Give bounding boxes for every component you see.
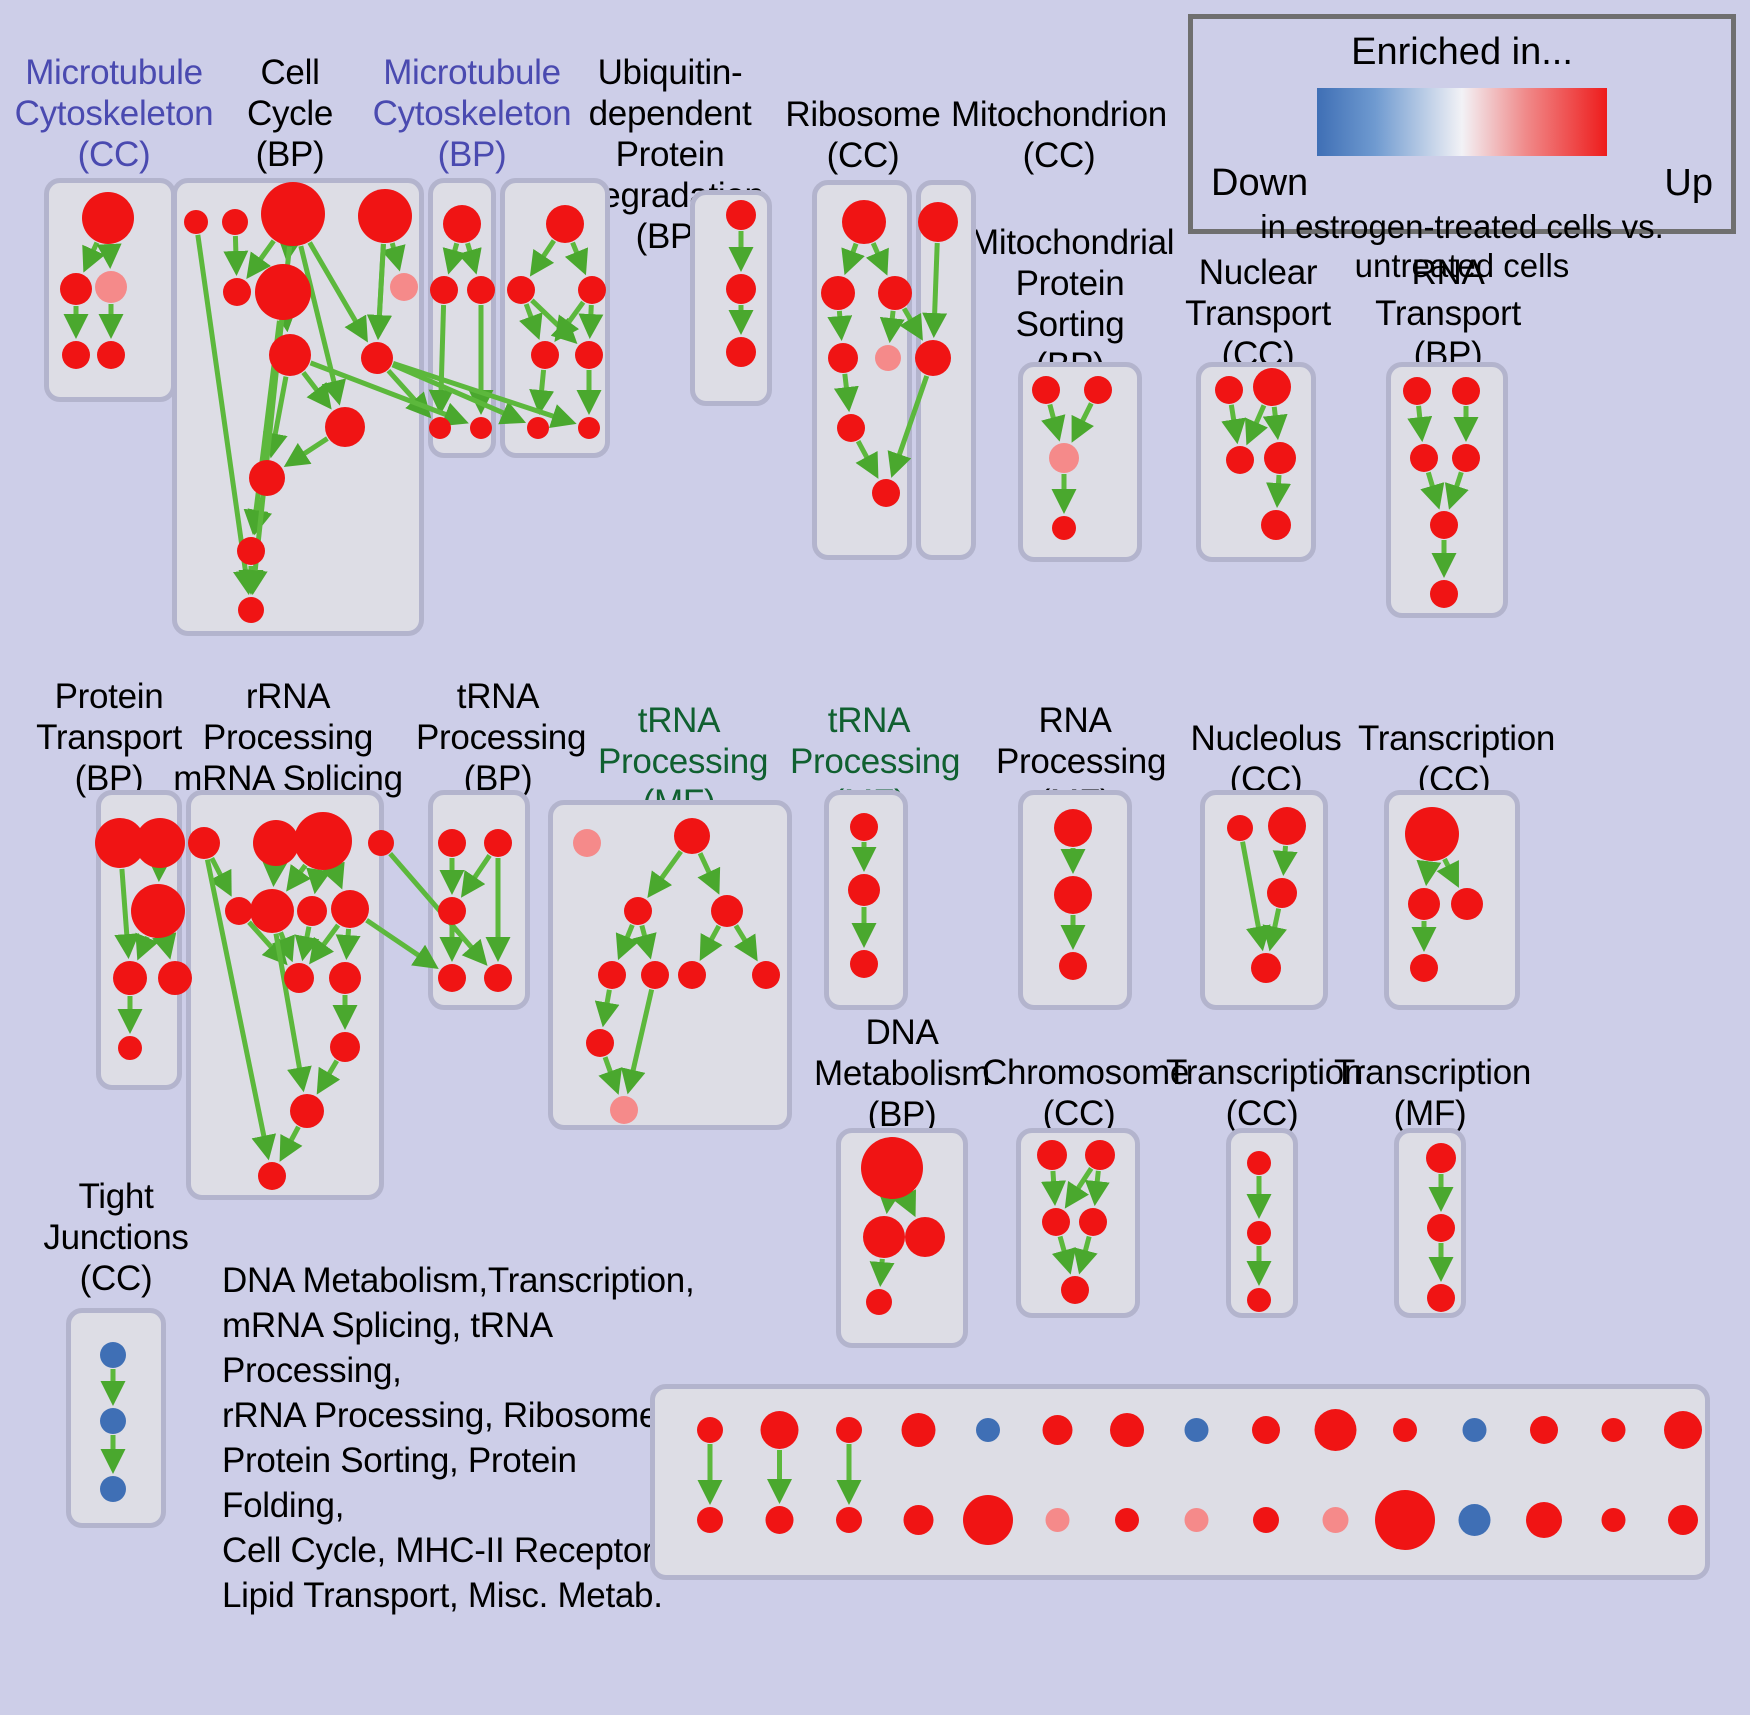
label-transcription-mf: Transcription (MF) xyxy=(1334,1053,1532,1133)
label-mitochondrion-cc: Mitochondrion (CC) xyxy=(951,95,1167,175)
label-ribosome-cc: Ribosome (CC) xyxy=(785,95,941,175)
panel-trna-processing-mf-1 xyxy=(548,800,792,1130)
legend-box: Enriched in... Down Up in estrogen-treat… xyxy=(1188,14,1736,284)
label-protein-transport-bp: Protein Transport (BP) xyxy=(36,677,182,798)
panel-protein-transport-bp xyxy=(96,790,182,1090)
label-tight-junctions-cc: Tight Junctions (CC) xyxy=(43,1177,189,1298)
panel-rna-transport-bp xyxy=(1386,362,1508,618)
misc-cluster-label: DNA Metabolism,Transcription, mRNA Splic… xyxy=(222,1261,695,1615)
label-nuclear-transport-cc: Nuclear Transport (CC) xyxy=(1185,253,1331,374)
panel-rrna-mrna-splicing-bp xyxy=(186,790,384,1200)
legend-subtitle: in estrogen-treated cells vs. untreated … xyxy=(1260,208,1664,284)
label-trna-processing-mf-1: tRNA Processing (MF) xyxy=(598,701,769,822)
panel-trna-processing-mf-2 xyxy=(824,790,908,1010)
panel-microtubule-cytoskeleton-cc xyxy=(44,178,176,402)
panel-nuclear-transport-cc xyxy=(1196,362,1316,562)
label-transcription-cc-right: Transcription (CC) xyxy=(1358,719,1556,799)
label-microtubule-cytoskeleton-cc: Microtubule Cytoskeleton (CC) xyxy=(14,53,214,174)
panel-dna-metabolism-bp xyxy=(836,1128,968,1348)
panel-ubiquitin-chain-2 xyxy=(690,190,772,406)
panel-ribosome-cc xyxy=(812,180,912,560)
panel-trna-processing-bp xyxy=(428,790,530,1010)
panel-misc-wide xyxy=(650,1384,1710,1580)
label-cell-cycle-bp: Cell Cycle (BP) xyxy=(246,53,334,174)
panel-transcription-cc-bottom xyxy=(1226,1128,1298,1318)
label-nucleolus-cc: Nucleolus (CC) xyxy=(1190,719,1342,799)
legend-title: Enriched in... xyxy=(1351,31,1573,73)
label-chromosome-cc: Chromosome (CC) xyxy=(982,1053,1190,1133)
panel-microtubule-cytoskeleton-bp xyxy=(428,178,496,458)
panel-rna-processing-mf xyxy=(1018,790,1132,1010)
label-trna-processing-bp: tRNA Processing (BP) xyxy=(416,677,587,798)
label-dna-metabolism-bp: DNA Metabolism (BP) xyxy=(814,1013,990,1134)
panel-tight-junctions-cc xyxy=(66,1308,166,1528)
panel-transcription-cc-right xyxy=(1384,790,1520,1010)
panel-mitochondrial-protein-sorting-bp xyxy=(1018,362,1142,562)
panel-cell-cycle-bp xyxy=(172,178,424,636)
panel-ubiquitin-dependent-protein-degradation-bp xyxy=(500,178,610,458)
label-rrna-processing-mrna-splicing-bp: rRNA Processing mRNA Splicing (BP) xyxy=(173,677,403,839)
panel-chromosome-cc xyxy=(1016,1128,1140,1318)
legend-low-label: Down xyxy=(1211,162,1309,204)
label-rna-processing-mf: RNA Processing (MF) xyxy=(996,701,1167,822)
legend-high-label: Up xyxy=(1664,162,1713,204)
legend-gradient-bar xyxy=(1317,88,1607,156)
label-microtubule-cytoskeleton-bp: Microtubule Cytoskeleton (BP) xyxy=(372,53,572,174)
panel-nucleolus-cc xyxy=(1200,790,1328,1010)
panel-transcription-mf xyxy=(1394,1128,1466,1318)
panel-mitochondrion-cc xyxy=(916,180,976,560)
label-transcription-cc-bottom: Transcription (CC) xyxy=(1166,1053,1364,1133)
